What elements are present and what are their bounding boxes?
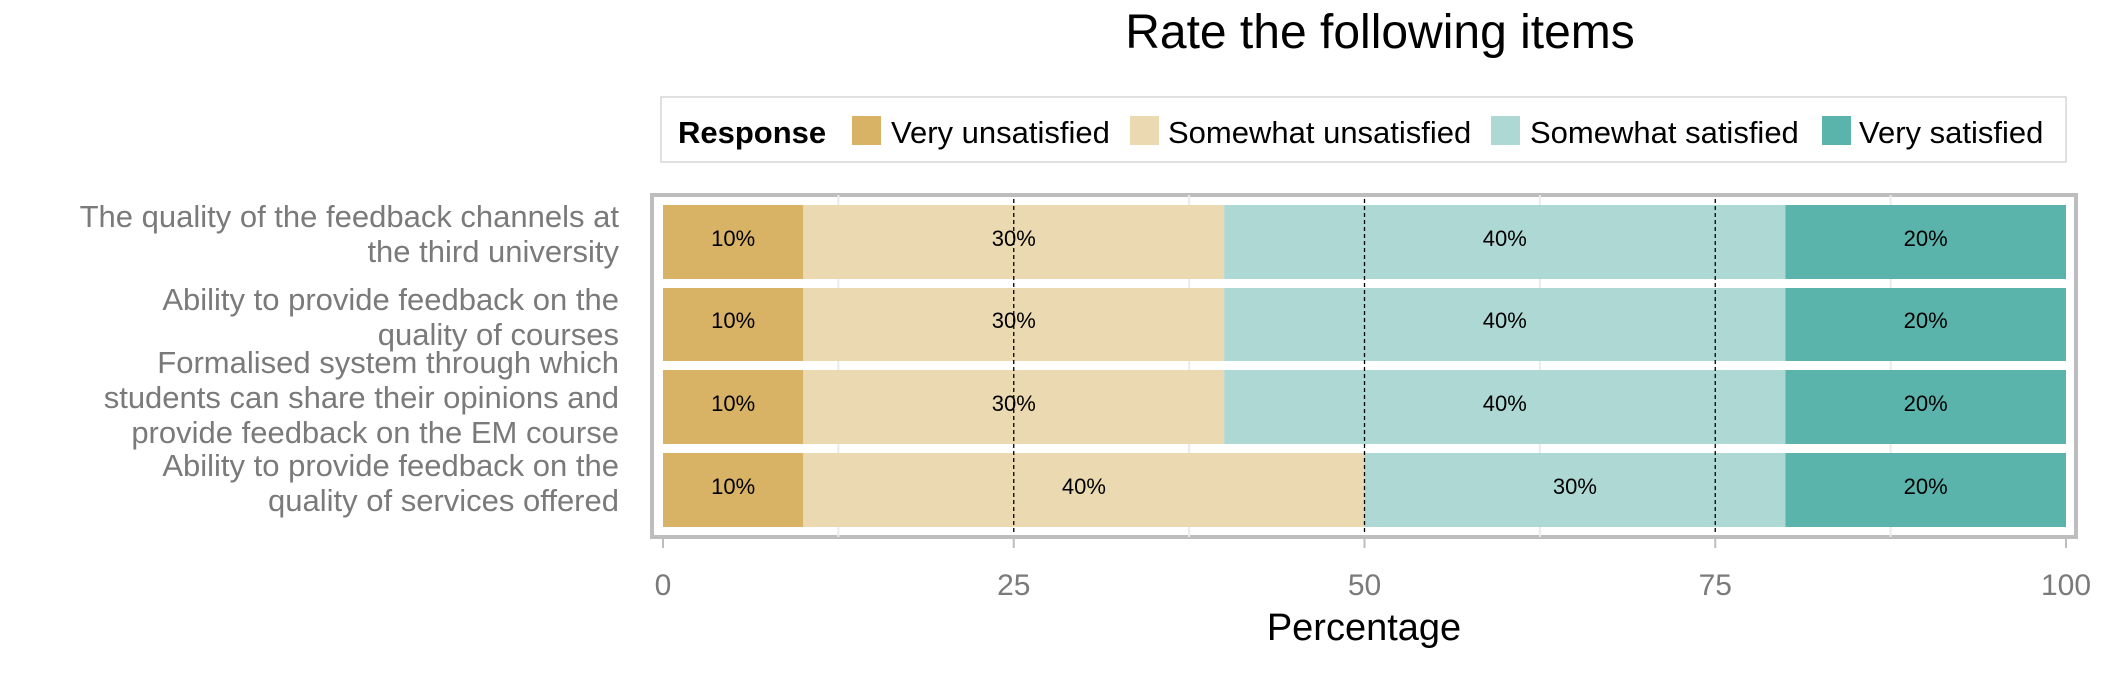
data-label-row3-2: 30% [992, 391, 1036, 416]
data-labels: 10% 30% 40% 20% 10% 30% 40% 20% 10% 30% 40% 20% 10% 4… [711, 226, 1948, 499]
bar-segment-row4-4 [1785, 453, 2066, 527]
category-label-4-line-2: quality of services offered [268, 483, 619, 518]
bar-segment-row3-3 [1224, 370, 1786, 444]
data-label-row1-3: 40% [1483, 226, 1527, 251]
legend: Response Very unsatisfied Somewhat unsatis… [660, 96, 2067, 163]
data-label-row3-3: 40% [1483, 391, 1527, 416]
legend-key-4 [1822, 116, 1851, 145]
x-tick-label-3: 50 [1348, 569, 1381, 602]
bar-segment-row3-4 [1785, 370, 2066, 444]
legend-title: Response [678, 115, 826, 150]
legend-label-3: Somewhat satisfied [1530, 115, 1799, 150]
bar-segment-row3-1 [663, 370, 804, 444]
bar-segment-row4-1 [663, 453, 804, 527]
category-label-1-line-2: the third university [367, 234, 619, 269]
data-label-row1-2: 30% [992, 226, 1036, 251]
bar-segment-row1-4 [1785, 205, 2066, 279]
data-label-row2-1: 10% [711, 308, 755, 333]
data-label-row1-1: 10% [711, 226, 755, 251]
bars [663, 205, 2066, 527]
x-tick-label-4: 75 [1699, 569, 1732, 602]
category-label-2-line-2: quality of courses [378, 317, 619, 352]
data-label-row4-4: 20% [1904, 474, 1948, 499]
x-tick-label-5: 100 [2041, 569, 2091, 602]
bar-segment-row2-3 [1224, 288, 1786, 361]
legend-key-3 [1491, 116, 1520, 145]
data-label-row2-4: 20% [1904, 308, 1948, 333]
data-label-row1-4: 20% [1904, 226, 1948, 251]
x-tick-label-2: 25 [997, 569, 1030, 602]
data-label-row3-4: 20% [1904, 391, 1948, 416]
bar-segment-row1-1 [663, 205, 804, 279]
bar-segment-row4-2 [803, 453, 1365, 527]
x-tick-label-1: 0 [655, 569, 672, 602]
bar-segment-row1-3 [1224, 205, 1786, 279]
category-label-3-line-3: provide feedback on the EM course [131, 415, 619, 450]
panel-border [650, 193, 2078, 539]
legend-label-2: Somewhat unsatisfied [1168, 115, 1471, 150]
category-label-3-line-1: Formalised system through which [157, 345, 619, 380]
plot-area: 10% 30% 40% 20% 10% 30% 40% 20% 10% 30% 40% 20% 10% 4… [80, 193, 2091, 602]
x-axis: 0 25 50 75 100 [655, 539, 2091, 602]
legend-label-4: Very satisfied [1859, 115, 2043, 150]
category-label-3-line-2: students can share their opinions and [104, 380, 619, 415]
data-label-row4-3: 30% [1553, 474, 1597, 499]
chart-title: Rate the following items [1125, 6, 1635, 59]
data-label-row2-2: 30% [992, 308, 1036, 333]
data-label-row3-1: 10% [711, 391, 755, 416]
bar-segment-row2-4 [1785, 288, 2066, 361]
data-label-row4-2: 40% [1062, 474, 1106, 499]
legend-key-2 [1130, 116, 1159, 145]
bar-segment-row2-1 [663, 288, 804, 361]
data-label-row4-1: 10% [711, 474, 755, 499]
category-label-4-line-1: Ability to provide feedback on the [162, 448, 619, 483]
x-axis-label: Percentage [1267, 607, 1461, 649]
y-axis-labels: The quality of the feedback channels att… [80, 199, 620, 518]
legend-label-1: Very unsatisfied [891, 115, 1110, 150]
category-label-2-line-1: Ability to provide feedback on the [162, 282, 619, 317]
category-label-1-line-1: The quality of the feedback channels at [80, 199, 620, 234]
legend-key-1 [852, 116, 881, 145]
data-label-row2-3: 40% [1483, 308, 1527, 333]
